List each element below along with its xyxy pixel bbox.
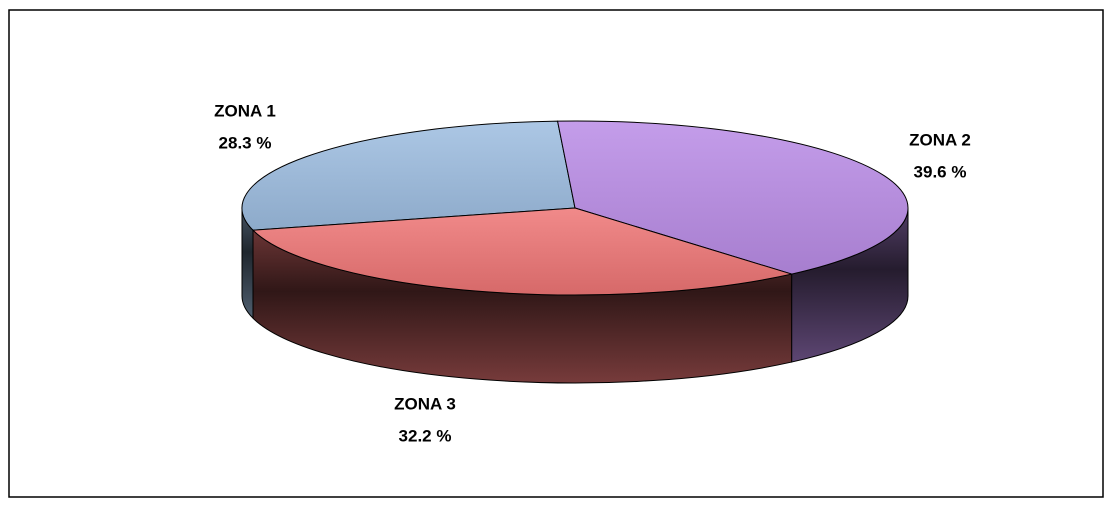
slice-top <box>251 207 794 296</box>
slice-label: ZONA 2 <box>909 130 971 149</box>
pie-slice <box>241 120 576 320</box>
slice-value-label: 32.2 % <box>399 426 452 445</box>
slice-label: ZONA 3 <box>394 394 456 413</box>
slice-value-label: 28.3 % <box>219 133 272 152</box>
slice-label: ZONA 1 <box>214 101 276 120</box>
pie-slice <box>251 207 794 384</box>
slice-top <box>241 120 576 231</box>
slice-value-label: 39.6 % <box>914 162 967 181</box>
slice-top <box>556 120 909 275</box>
